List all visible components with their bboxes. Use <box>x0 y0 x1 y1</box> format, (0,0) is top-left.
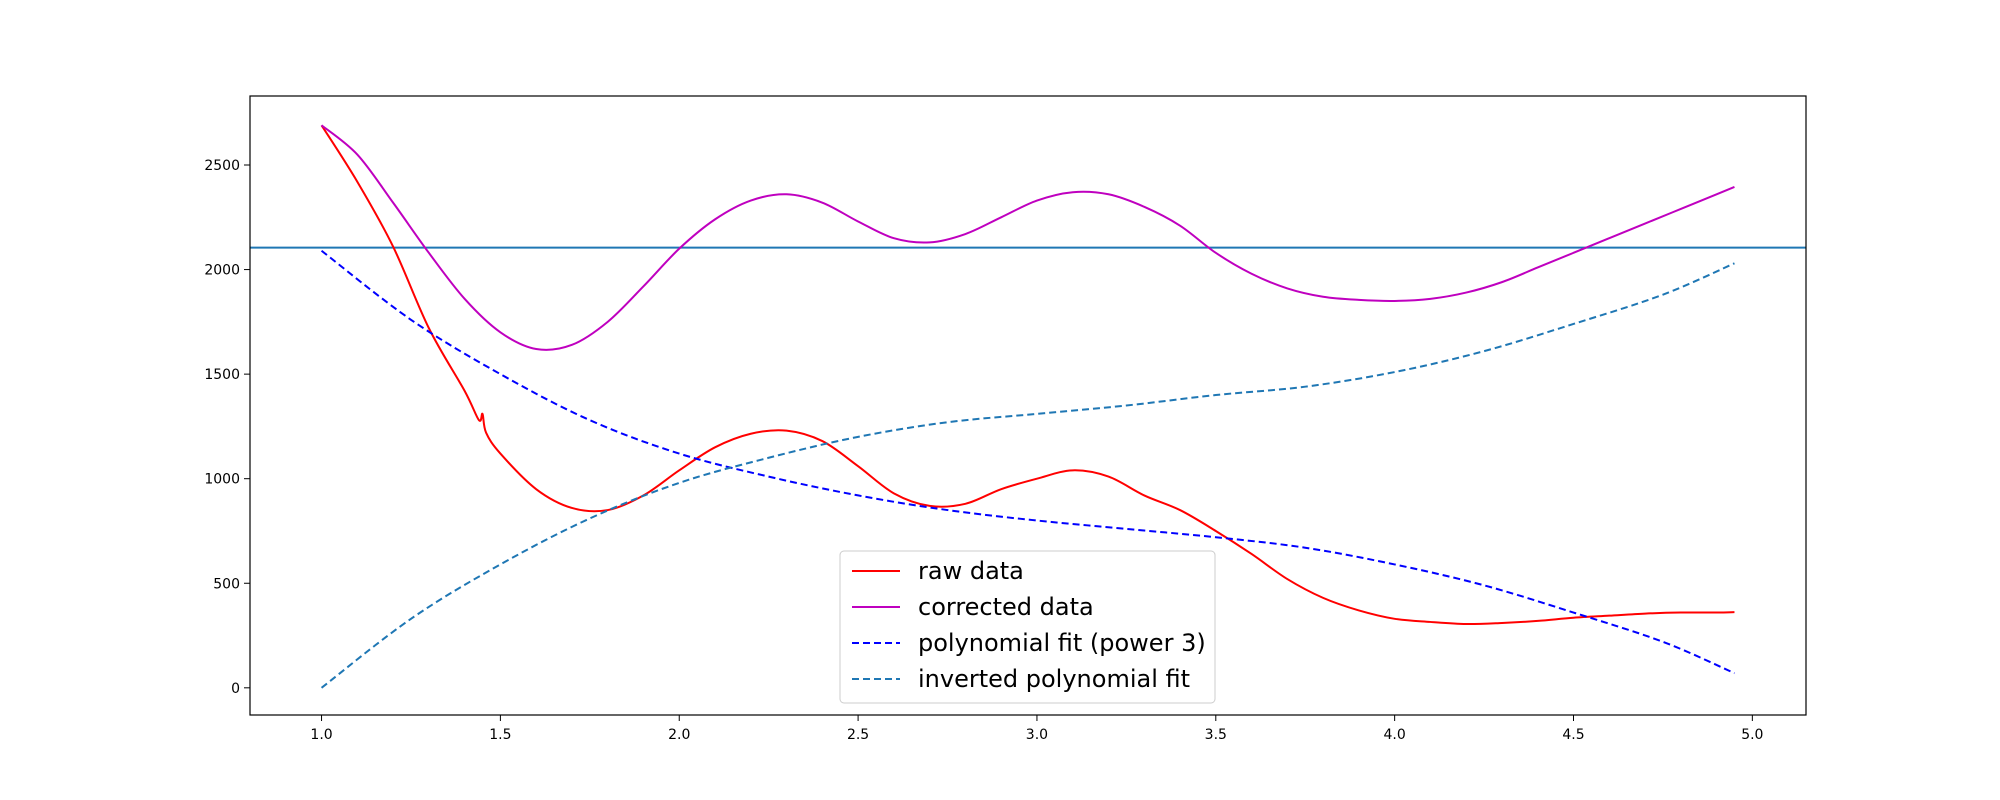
x-tick-label: 4.0 <box>1384 727 1406 743</box>
x-tick-label: 3.5 <box>1205 727 1227 743</box>
x-tick-label: 1.0 <box>310 727 332 743</box>
legend: raw data corrected data polynomial fit (po… <box>839 550 1216 704</box>
x-tick-label: 2.0 <box>668 727 690 743</box>
y-tick-label: 1000 <box>204 472 240 488</box>
x-tick-label: 1.5 <box>489 727 511 743</box>
axes-layer: 1.0 1.5 2.0 2.5 3.0 3.5 4.0 4.5 5.0 0 500 1000 1500 2… <box>204 158 1763 743</box>
series-polynomial-fit-line <box>320 249 1735 675</box>
x-tick-label: 3.0 <box>1026 727 1048 743</box>
y-tick-label: 500 <box>213 576 240 592</box>
x-tick-label: 4.5 <box>1562 727 1584 743</box>
legend-label: inverted polynomial fit <box>918 665 1190 693</box>
x-tick-label: 5.0 <box>1741 727 1763 743</box>
y-tick-label: 2500 <box>204 158 240 174</box>
axes-frame <box>249 95 1807 716</box>
series-layer <box>250 124 1806 689</box>
x-tick-label: 2.5 <box>847 727 869 743</box>
series-raw-data-line <box>320 124 1735 626</box>
y-tick-label: 1500 <box>204 367 240 383</box>
plot-area <box>250 124 1806 689</box>
series-inverted-polynomial-fit-line <box>320 262 1735 689</box>
y-tick-label: 0 <box>231 681 240 697</box>
legend-label: corrected data <box>918 593 1094 621</box>
series-corrected-data-line <box>320 124 1735 351</box>
legend-label: raw data <box>918 557 1024 585</box>
legend-box <box>839 550 1216 704</box>
legend-label: polynomial fit (power 3) <box>918 629 1206 657</box>
y-tick-label: 2000 <box>204 263 240 279</box>
